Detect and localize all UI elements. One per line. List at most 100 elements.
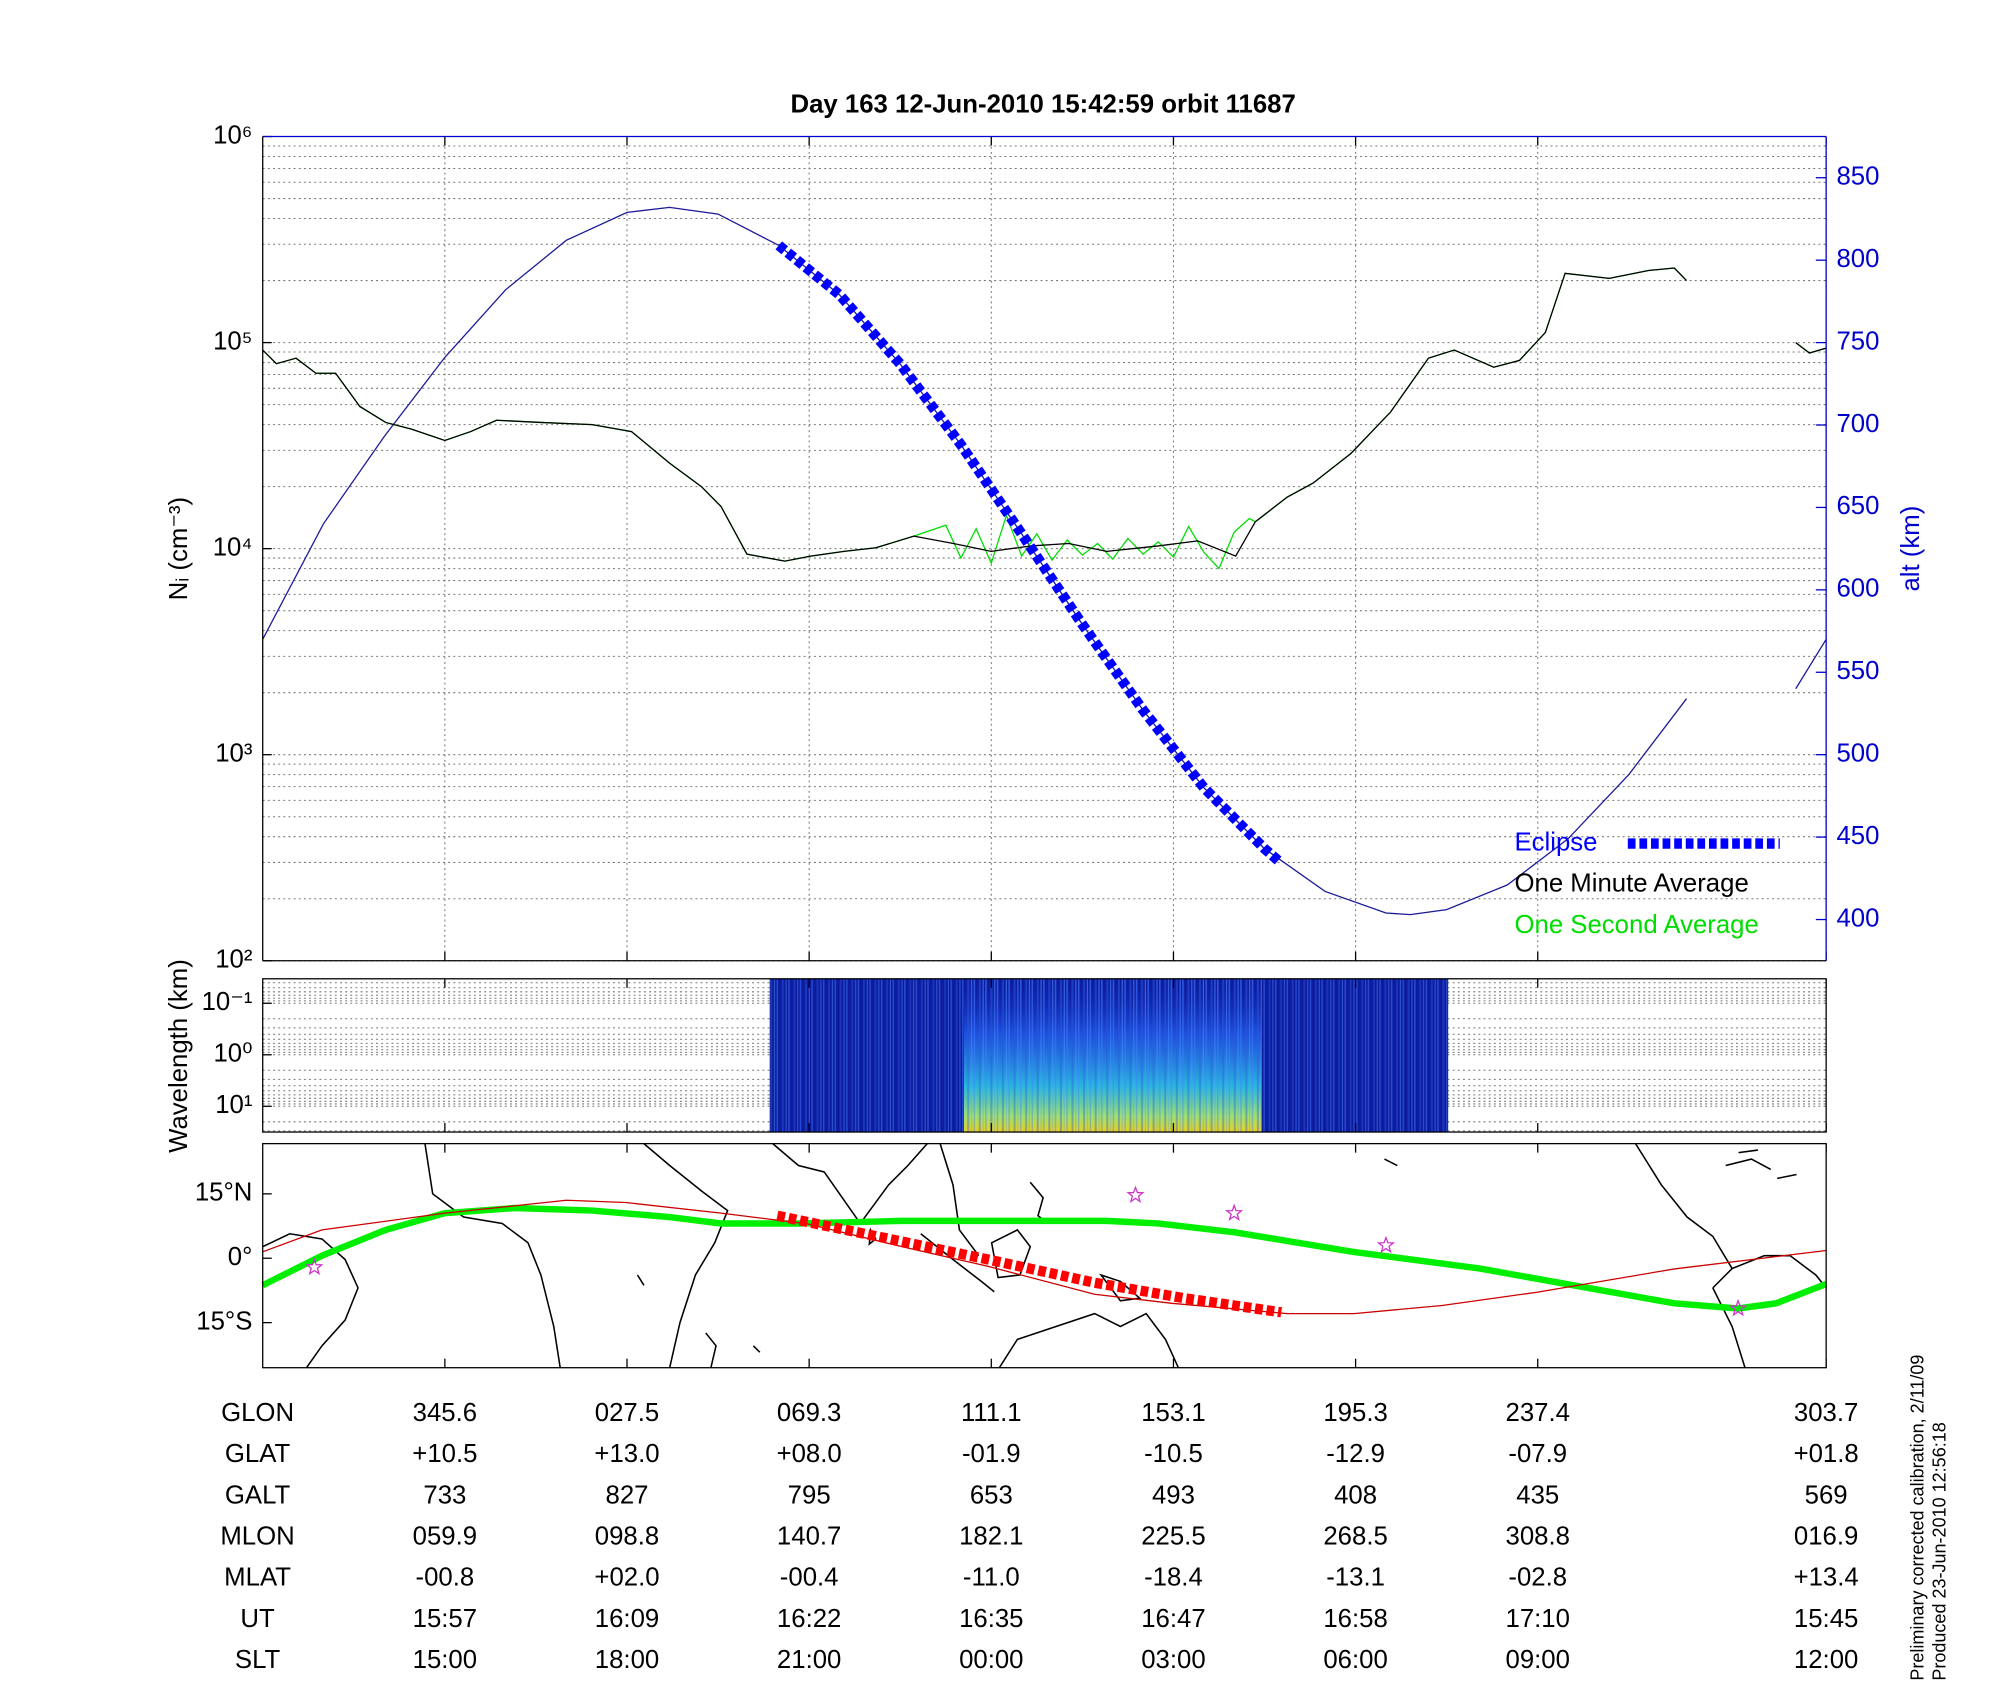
y2-tick-label: 400 <box>1836 904 1879 932</box>
table-cell: 17:10 <box>1506 1605 1570 1633</box>
eclipse-track <box>776 1210 1283 1318</box>
table-cell: 408 <box>1334 1481 1377 1509</box>
table-cell: -01.9 <box>962 1440 1021 1468</box>
y-tick-label: 10² <box>215 946 253 974</box>
table-cell: 09:00 <box>1506 1646 1570 1674</box>
table-cell: 15:00 <box>413 1646 477 1674</box>
data-line <box>262 206 1827 916</box>
legend-label: One Second Average <box>1514 911 1758 939</box>
row-label: SLT <box>235 1646 281 1674</box>
table-cell: 225.5 <box>1141 1522 1205 1550</box>
axes-frame <box>262 1142 1827 1369</box>
table-cell: +10.5 <box>412 1440 477 1468</box>
y-tick-label: 10⁶ <box>213 121 252 149</box>
table-cell: +08.0 <box>777 1440 842 1468</box>
table-cell: 016.9 <box>1794 1522 1858 1550</box>
table-cell: 059.9 <box>413 1522 477 1550</box>
table-cell: 16:09 <box>595 1605 659 1633</box>
axes-frame <box>262 978 1827 1133</box>
chart-title: Day 163 12-Jun-2010 15:42:59 orbit 11687 <box>790 90 1295 118</box>
table-cell: +13.4 <box>1794 1564 1859 1592</box>
table-cell: 153.1 <box>1141 1399 1205 1427</box>
table-cell: +02.0 <box>594 1564 659 1592</box>
star-marker <box>305 1257 324 1276</box>
table-cell: -10.5 <box>1144 1440 1203 1468</box>
eclipse-line <box>775 241 1284 866</box>
table-cell: 140.7 <box>777 1522 841 1550</box>
table-cell: -18.4 <box>1144 1564 1203 1592</box>
y-tick-label: 10⁴ <box>213 533 253 561</box>
table-cell: 308.8 <box>1506 1522 1570 1550</box>
table-cell: -11.0 <box>963 1564 1020 1592</box>
table-cell: 795 <box>788 1481 831 1509</box>
table-cell: -13.1 <box>1326 1564 1385 1592</box>
row-label: GALT <box>225 1481 291 1509</box>
y2-tick-label: 800 <box>1836 245 1879 273</box>
y-tick-label: 10⁵ <box>213 327 252 355</box>
table-cell: 06:00 <box>1323 1646 1387 1674</box>
legend-label: One Minute Average <box>1514 870 1748 898</box>
table-cell: 12:00 <box>1794 1646 1858 1674</box>
table-cell: 00:00 <box>959 1646 1023 1674</box>
y-tick-label: 10⁰ <box>213 1040 252 1068</box>
y-tick-label: 10⁻¹ <box>202 988 253 1016</box>
y2-tick-label: 700 <box>1836 410 1879 438</box>
row-label: UT <box>240 1605 275 1633</box>
table-cell: 182.1 <box>959 1522 1023 1550</box>
table-cell: 16:22 <box>777 1605 841 1633</box>
y-tick-label: 10¹ <box>215 1091 253 1119</box>
table-cell: 653 <box>970 1481 1013 1509</box>
table-cell: 111.1 <box>961 1399 1022 1427</box>
table-cell: 195.3 <box>1323 1399 1387 1427</box>
row-label: MLAT <box>224 1564 291 1592</box>
row-label: GLON <box>221 1399 294 1427</box>
y2-tick-label: 500 <box>1836 739 1879 767</box>
table-cell: 345.6 <box>413 1399 477 1427</box>
table-cell: +01.8 <box>1794 1440 1859 1468</box>
table-cell: 16:35 <box>959 1605 1023 1633</box>
table-cell: 16:58 <box>1323 1605 1387 1633</box>
table-cell: 827 <box>606 1481 649 1509</box>
table-cell: 569 <box>1805 1481 1848 1509</box>
table-cell: 435 <box>1516 1481 1559 1509</box>
y2-tick-label: 600 <box>1836 575 1879 603</box>
table-cell: 15:45 <box>1794 1605 1858 1633</box>
table-cell: 493 <box>1152 1481 1195 1509</box>
spectrogram-texture <box>963 978 1262 1133</box>
y2-tick-label: 650 <box>1836 492 1879 520</box>
coastlines <box>262 1143 1827 1369</box>
y2-tick-label: 750 <box>1836 327 1879 355</box>
y-tick-label: 15°S <box>196 1307 252 1335</box>
note: Preliminary corrected calibration, 2/11/… <box>1908 1355 1928 1681</box>
table-cell: 303.7 <box>1794 1399 1858 1427</box>
data-line <box>262 267 1827 562</box>
table-cell: -07.9 <box>1508 1440 1567 1468</box>
table-cell: 733 <box>423 1481 466 1509</box>
y2-tick-label: 850 <box>1836 163 1879 191</box>
track <box>262 1199 1827 1315</box>
table-cell: 16:47 <box>1141 1605 1205 1633</box>
legend-label: Eclipse <box>1514 828 1597 856</box>
note: Produced 23-Jun-2010 12:56:18 <box>1930 1422 1950 1680</box>
row-label: GLAT <box>225 1440 291 1468</box>
table-cell: 268.5 <box>1323 1522 1387 1550</box>
table-cell: 237.4 <box>1506 1399 1570 1427</box>
y2-tick-label: 550 <box>1836 657 1879 685</box>
table-cell: 18:00 <box>595 1646 659 1674</box>
table-cell: +13.0 <box>594 1440 659 1468</box>
y2-axis-label: alt (km) <box>1897 506 1925 592</box>
table-cell: 21:00 <box>777 1646 841 1674</box>
y-tick-label: 15°N <box>195 1179 253 1207</box>
table-cell: 03:00 <box>1141 1646 1205 1674</box>
table-cell: -00.8 <box>416 1564 475 1592</box>
data-line <box>262 267 1827 570</box>
table-cell: 098.8 <box>595 1522 659 1550</box>
table-cell: -00.4 <box>780 1564 839 1592</box>
star-marker <box>1126 1185 1145 1203</box>
star-marker <box>1376 1235 1396 1254</box>
table-cell: -12.9 <box>1326 1440 1385 1468</box>
table-cell: 027.5 <box>595 1399 659 1427</box>
y2-tick-label: 450 <box>1836 822 1879 850</box>
